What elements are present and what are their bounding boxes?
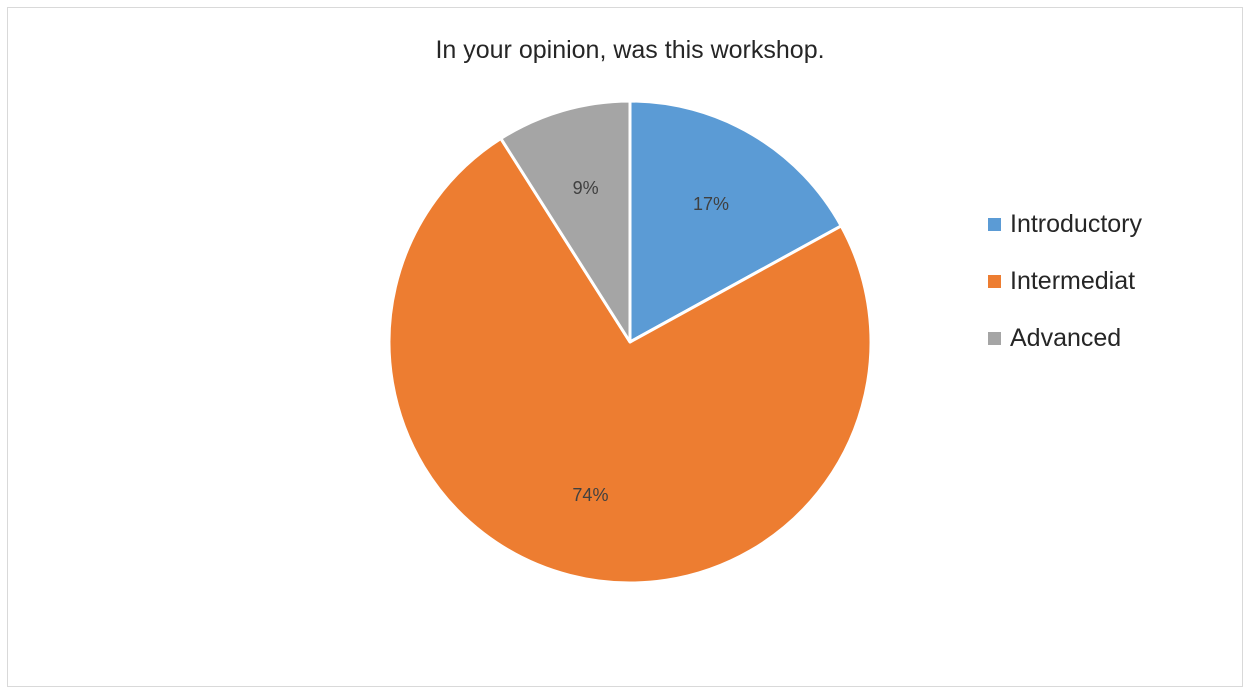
legend-label-advanced: Advanced [1010, 324, 1122, 352]
pie-slice-intermediate [387, 137, 873, 585]
legend: Introductory Intermediat Advanced [988, 196, 1142, 367]
legend-item-intermediate: Intermediat [988, 253, 1142, 310]
data-label-intermediate: 74% [572, 485, 608, 505]
legend-item-advanced: Advanced [988, 310, 1142, 367]
legend-swatch-intermediate [988, 275, 1001, 288]
legend-item-introductory: Introductory [988, 196, 1142, 253]
legend-swatch-introductory [988, 218, 1001, 231]
chart-title: In your opinion, was this workshop. [435, 36, 825, 64]
legend-label-intermediate: Intermediat [1010, 267, 1136, 295]
pie-slice-introductory [628, 99, 843, 344]
legend-swatch-advanced [988, 332, 1001, 345]
legend-label-introductory: Introductory [1010, 210, 1143, 238]
data-label-advanced: 9% [573, 178, 599, 198]
pie-slice-advanced [499, 99, 632, 344]
data-label-introductory: 17% [693, 194, 729, 214]
